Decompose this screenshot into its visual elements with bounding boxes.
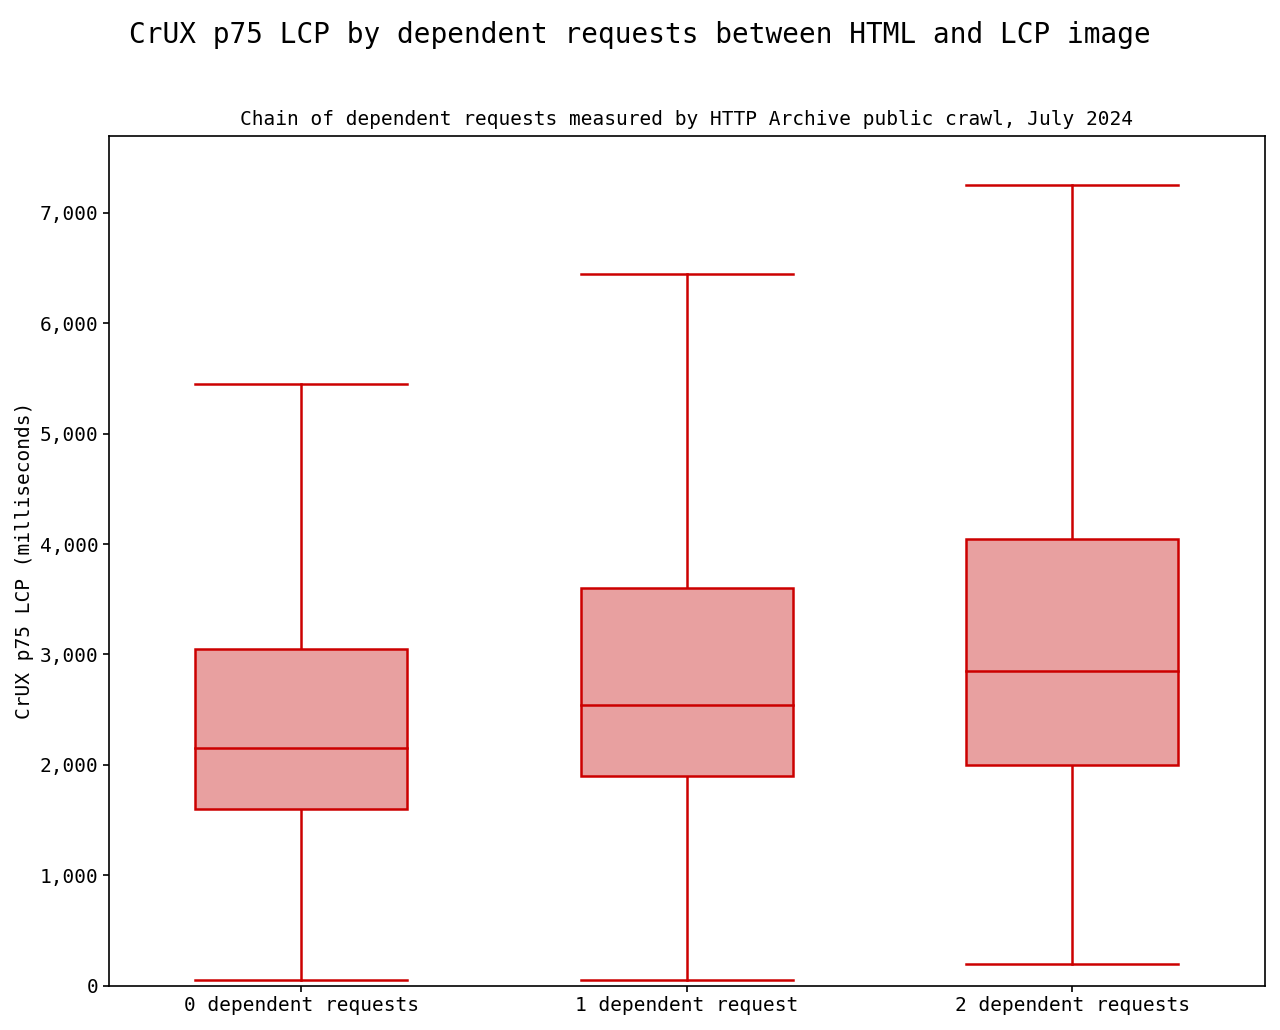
- Y-axis label: CrUX p75 LCP (milliseconds): CrUX p75 LCP (milliseconds): [15, 402, 35, 719]
- FancyBboxPatch shape: [196, 649, 407, 809]
- FancyBboxPatch shape: [581, 588, 792, 776]
- Text: CrUX p75 LCP by dependent requests between HTML and LCP image: CrUX p75 LCP by dependent requests betwe…: [129, 21, 1151, 48]
- FancyBboxPatch shape: [966, 539, 1179, 765]
- Title: Chain of dependent requests measured by HTTP Archive public crawl, July 2024: Chain of dependent requests measured by …: [241, 109, 1133, 129]
